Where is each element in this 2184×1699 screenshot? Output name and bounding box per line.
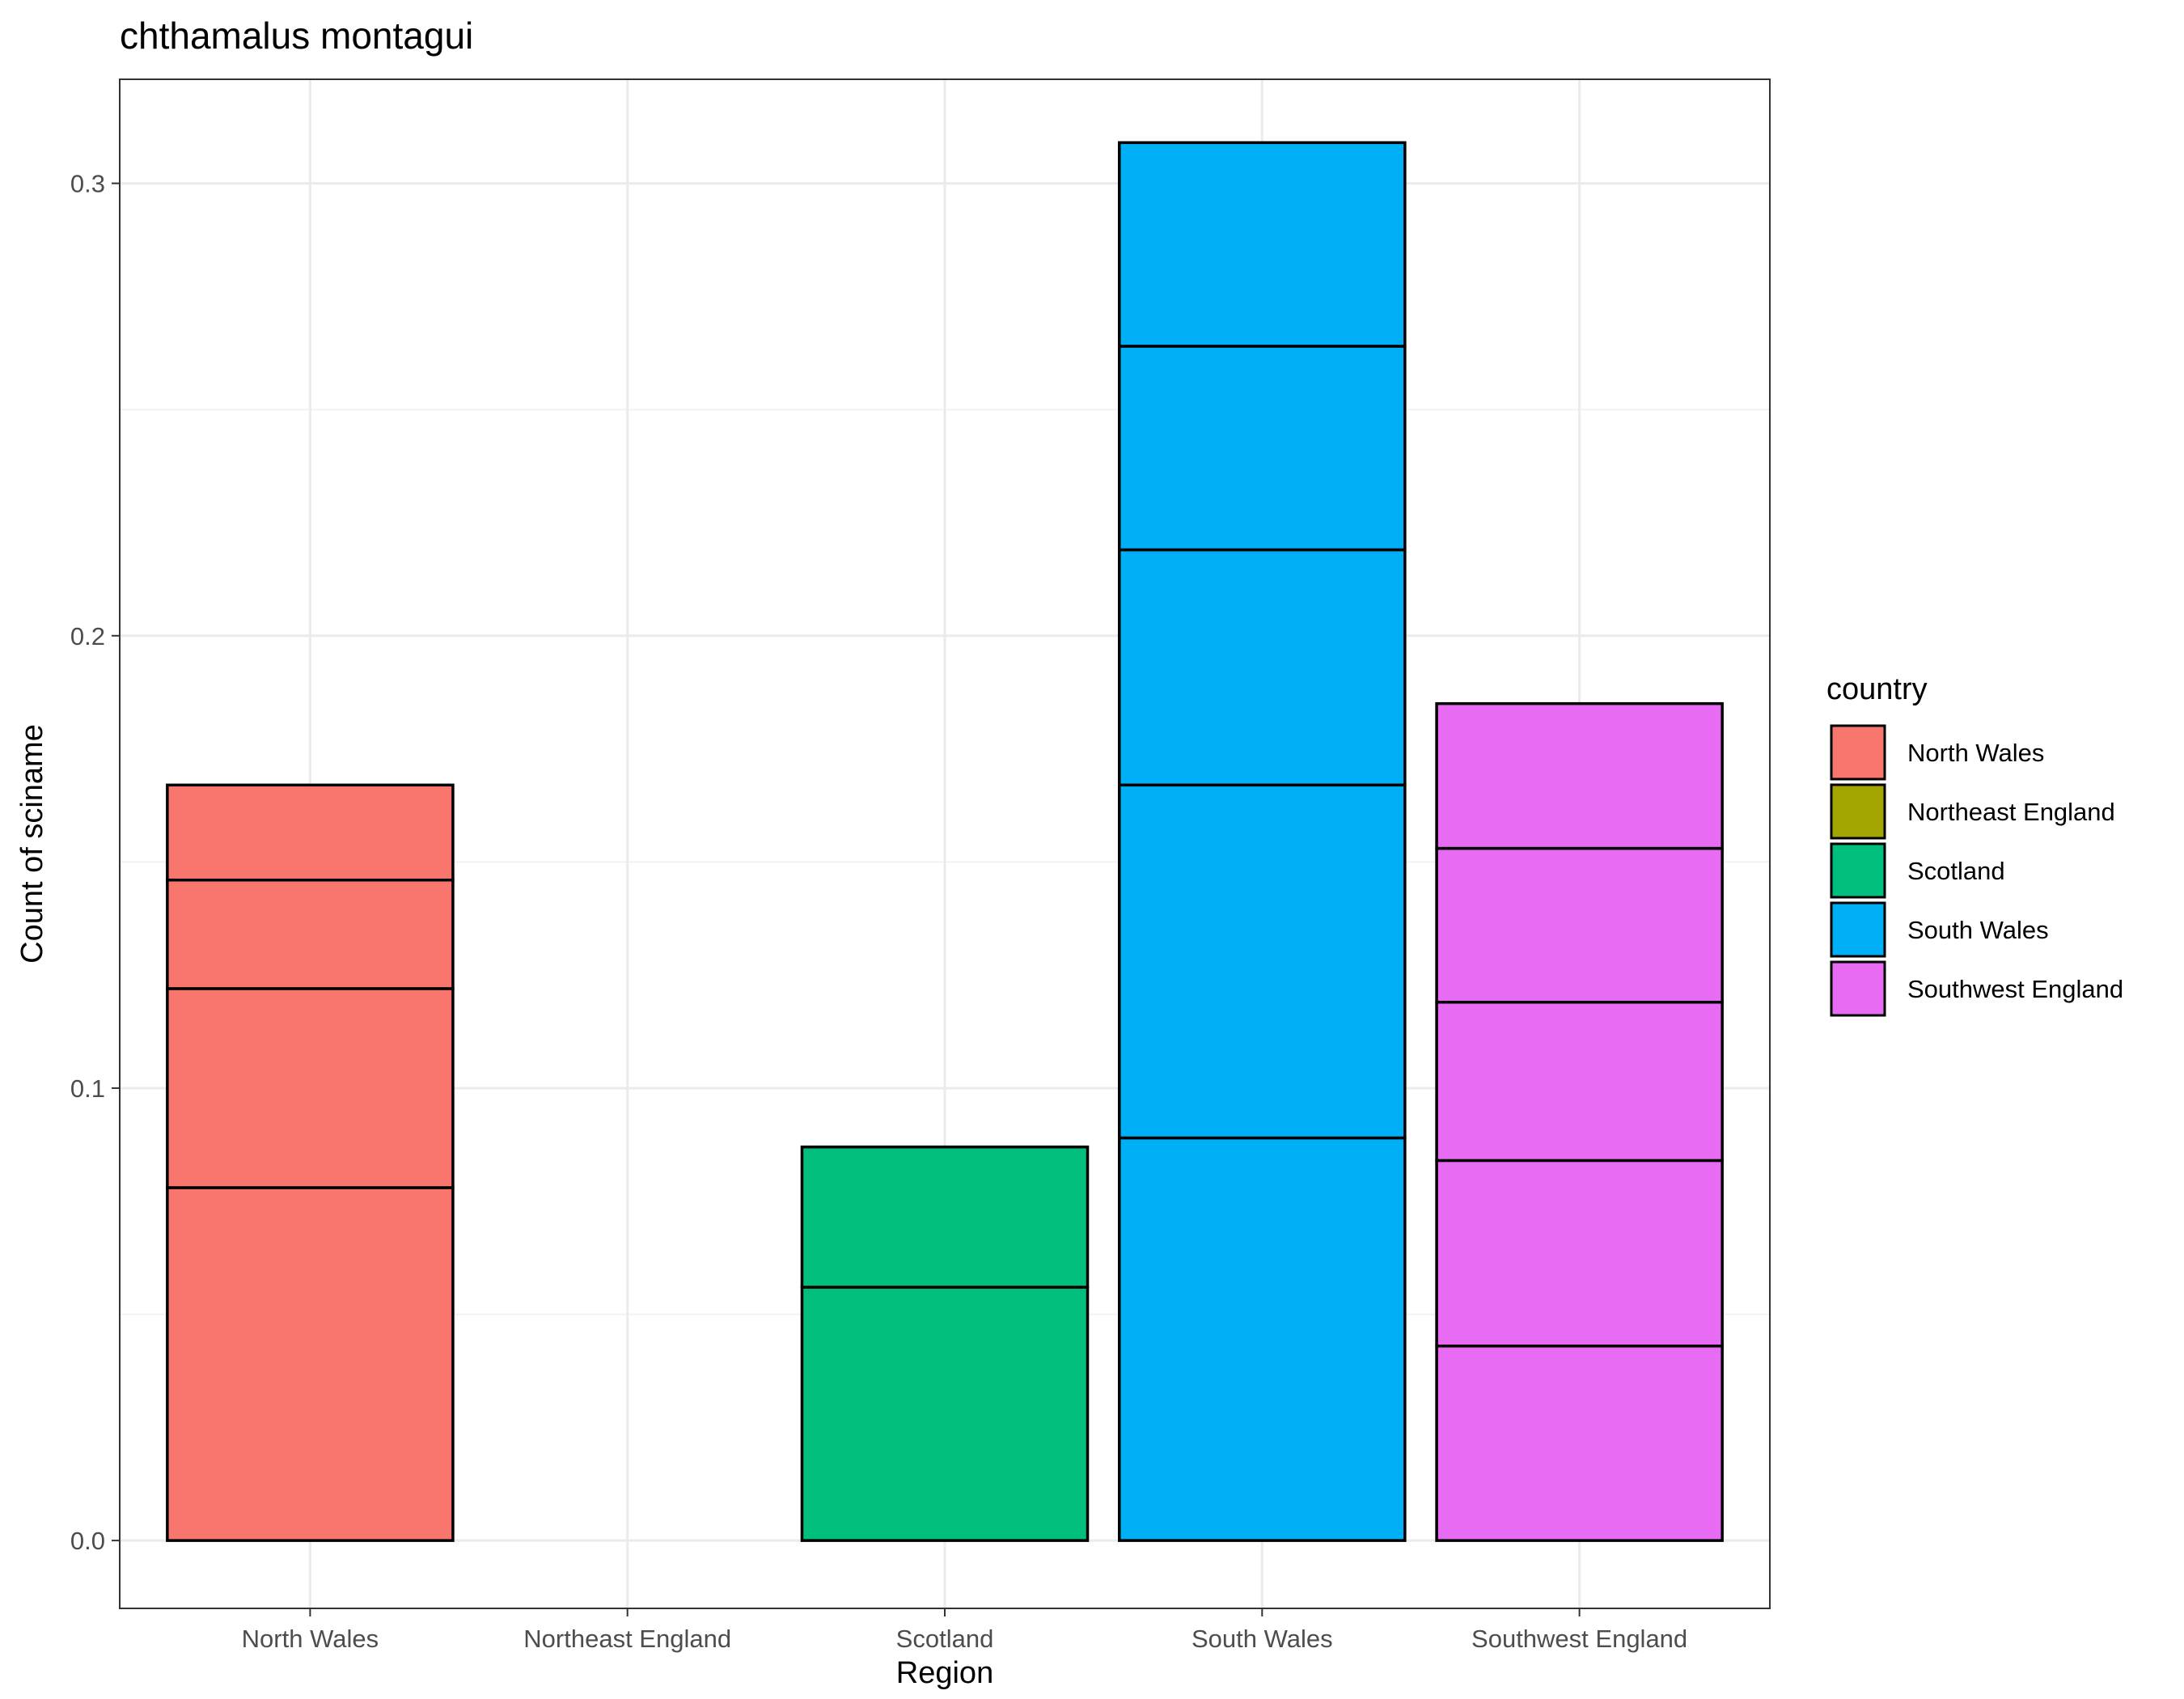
x-tick-label: North Wales bbox=[242, 1625, 379, 1653]
x-axis: North Wales Northeast England Scotland Sout… bbox=[242, 1608, 1687, 1653]
y-tick-label: 0.2 bbox=[70, 622, 105, 650]
bar-segment bbox=[1118, 1136, 1407, 1542]
legend-label: Scotland bbox=[1907, 857, 2005, 885]
x-tick-label: Scotland bbox=[896, 1625, 994, 1653]
bar-segment bbox=[1118, 141, 1407, 348]
bar-segment bbox=[166, 1186, 455, 1542]
bar-segment bbox=[1435, 1159, 1724, 1348]
legend-swatch bbox=[1830, 783, 1886, 840]
y-axis: 0.0 0.1 0.2 0.3 bbox=[70, 170, 120, 1555]
bar-segment bbox=[800, 1286, 1090, 1542]
y-tick-label: 0.3 bbox=[70, 170, 105, 198]
x-axis-title: Region bbox=[896, 1656, 993, 1690]
bar-segment bbox=[1435, 846, 1724, 1004]
y-tick-label: 0.0 bbox=[70, 1527, 105, 1555]
legend-swatch bbox=[1830, 960, 1886, 1017]
x-tick-label: South Wales bbox=[1191, 1625, 1333, 1653]
legend-label: South Wales bbox=[1907, 916, 2049, 944]
legend-swatch bbox=[1830, 901, 1886, 958]
legend-label: Northeast England bbox=[1907, 798, 2115, 826]
legend-label: North Wales bbox=[1907, 739, 2044, 767]
legend: country North Wales Northeast England Scot… bbox=[1826, 672, 2123, 1017]
bar-segment bbox=[1435, 701, 1724, 850]
bar-segment bbox=[1118, 783, 1407, 1140]
bar-segment bbox=[800, 1145, 1090, 1289]
bar-segment bbox=[1435, 1000, 1724, 1163]
legend-swatch bbox=[1830, 724, 1886, 781]
bar-segment bbox=[166, 783, 455, 882]
x-tick-label: Northeast England bbox=[523, 1625, 731, 1653]
y-tick-label: 0.1 bbox=[70, 1074, 105, 1103]
bars bbox=[166, 141, 1724, 1542]
legend-label: Southwest England bbox=[1907, 975, 2123, 1003]
bar-segment bbox=[166, 878, 455, 990]
bar-segment bbox=[1118, 548, 1407, 787]
bar-segment bbox=[166, 987, 455, 1189]
chart-title: chthamalus montagui bbox=[120, 15, 473, 57]
bar-segment bbox=[1118, 345, 1407, 552]
y-axis-title: Count of sciname bbox=[15, 724, 49, 964]
x-tick-label: Southwest England bbox=[1471, 1625, 1687, 1653]
legend-swatch bbox=[1830, 842, 1886, 899]
legend-title: country bbox=[1826, 672, 1928, 706]
bar-segment bbox=[1435, 1344, 1724, 1542]
